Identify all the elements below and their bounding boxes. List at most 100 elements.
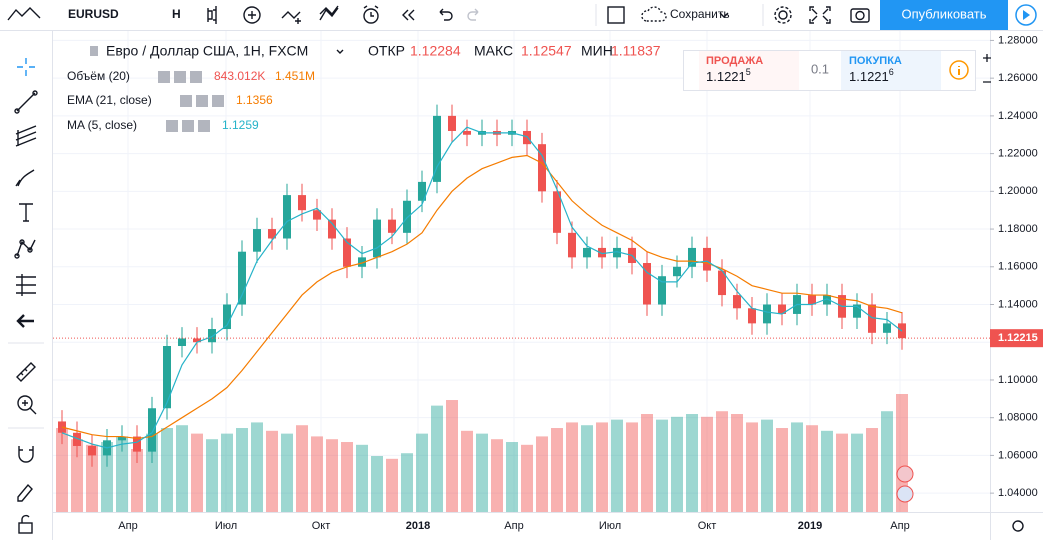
y-tick-label: 1.16000 bbox=[998, 261, 1038, 273]
volume-bar bbox=[761, 419, 773, 512]
flag-icon[interactable] bbox=[896, 485, 914, 503]
volume-bar bbox=[596, 422, 608, 512]
grid bbox=[53, 31, 990, 512]
x-tick-label: Апр bbox=[504, 520, 523, 532]
volume-bar bbox=[416, 433, 428, 512]
volume-bar bbox=[866, 428, 878, 512]
last-price-label: 1.12215 bbox=[998, 332, 1038, 344]
candle-body bbox=[778, 304, 786, 314]
volume-value: 843.012K bbox=[214, 69, 265, 83]
candle-body bbox=[268, 229, 276, 239]
open-value: 1.12284 bbox=[410, 43, 461, 59]
volume-bar bbox=[491, 439, 503, 512]
sell-box[interactable] bbox=[699, 51, 799, 90]
flag-icon[interactable] bbox=[896, 465, 914, 483]
dropdown[interactable] bbox=[336, 49, 344, 54]
candle-body bbox=[88, 445, 96, 456]
volume-bar bbox=[716, 411, 728, 512]
candle-body bbox=[133, 436, 141, 452]
candle-body bbox=[208, 329, 216, 343]
trade-widget: ПРОДАЖА 1.12215 0.1 ПОКУПКА 1.12216 bbox=[683, 50, 991, 91]
buy-sup: 6 bbox=[889, 67, 894, 77]
candle-body bbox=[658, 276, 666, 305]
volume-bar bbox=[566, 422, 578, 512]
low-value: 1.11837 bbox=[611, 43, 661, 59]
candle-body bbox=[598, 247, 606, 258]
volume-bar bbox=[701, 416, 713, 512]
open-label: ОТКР bbox=[368, 43, 405, 59]
publish-label[interactable]: Опубликовать bbox=[901, 6, 986, 21]
candle-body bbox=[853, 304, 861, 318]
volume-bar bbox=[551, 428, 563, 512]
candle-body bbox=[463, 130, 471, 135]
candle-body bbox=[373, 219, 381, 258]
candle-body bbox=[538, 144, 546, 192]
ma-line bbox=[61, 126, 903, 449]
indicator-buttons[interactable] bbox=[158, 71, 224, 132]
symbol[interactable]: EURUSD bbox=[68, 7, 119, 21]
volume-bar bbox=[101, 442, 113, 512]
candle-body bbox=[283, 195, 291, 239]
ema-line bbox=[61, 154, 903, 440]
volume-ma-value: 1.451M bbox=[275, 69, 315, 83]
high-value: 1.12547 bbox=[521, 43, 572, 59]
candle-body bbox=[553, 191, 561, 233]
volume-bar bbox=[581, 425, 593, 512]
ema-indicator[interactable]: EMA (21, close) bbox=[67, 93, 152, 107]
volume-bar bbox=[536, 436, 548, 512]
candle-body bbox=[823, 295, 831, 305]
toolbar-icons[interactable] bbox=[207, 5, 870, 24]
volume-bar bbox=[686, 414, 698, 512]
sell-value: 1.1221 bbox=[706, 69, 746, 84]
sell-sup: 5 bbox=[746, 67, 751, 77]
sell-price[interactable]: 1.12215 bbox=[706, 67, 751, 84]
info-button[interactable] bbox=[949, 60, 969, 80]
volume-bar bbox=[221, 433, 233, 512]
save-button[interactable]: Сохранить bbox=[670, 7, 730, 21]
y-tick-label: 1.08000 bbox=[998, 412, 1038, 424]
ma-value: 1.1259 bbox=[222, 118, 259, 132]
settings-icon[interactable] bbox=[1012, 520, 1024, 532]
zoom-buttons[interactable] bbox=[983, 54, 991, 83]
candle-body bbox=[343, 238, 351, 267]
drawing-tools[interactable] bbox=[14, 58, 38, 534]
volume-bar bbox=[656, 419, 668, 512]
volume-bar bbox=[311, 436, 323, 512]
volume-bar bbox=[626, 422, 638, 512]
buy-box[interactable] bbox=[841, 51, 941, 90]
symbol-icon bbox=[90, 46, 98, 56]
candle-body bbox=[718, 270, 726, 296]
candle-body bbox=[703, 247, 711, 271]
candle-body bbox=[583, 247, 591, 258]
interval[interactable]: H bbox=[172, 7, 181, 21]
volume-bar bbox=[236, 428, 248, 512]
candle-body bbox=[223, 304, 231, 330]
volume-bar bbox=[881, 411, 893, 512]
volume-bar bbox=[206, 439, 218, 512]
publish-button[interactable] bbox=[880, 0, 1008, 30]
buy-price[interactable]: 1.12216 bbox=[849, 67, 894, 84]
ma-indicator[interactable]: MA (5, close) bbox=[67, 118, 137, 132]
volume-bar bbox=[116, 436, 128, 512]
left-toolbar bbox=[8, 31, 53, 540]
volume-indicator[interactable]: Объём (20) bbox=[67, 69, 130, 83]
sell-label[interactable]: ПРОДАЖА bbox=[706, 55, 763, 67]
y-tick-label: 1.10000 bbox=[998, 374, 1038, 386]
y-tick-label: 1.14000 bbox=[998, 298, 1038, 310]
candle-body bbox=[448, 115, 456, 131]
volume-bar bbox=[341, 442, 353, 512]
y-tick-label: 1.20000 bbox=[998, 185, 1038, 197]
volume-bar bbox=[731, 414, 743, 512]
low-label: МИН bbox=[581, 43, 613, 59]
candle-body bbox=[688, 247, 696, 267]
volume-bar bbox=[791, 422, 803, 512]
volume-bar bbox=[356, 444, 368, 512]
volume-bar bbox=[71, 439, 83, 512]
volume-bar bbox=[296, 425, 308, 512]
volume-bar bbox=[161, 428, 173, 512]
volume-bar bbox=[611, 419, 623, 512]
buy-label[interactable]: ПОКУПКА bbox=[849, 55, 902, 67]
y-tick-label: 1.22000 bbox=[998, 148, 1038, 160]
candle-body bbox=[733, 295, 741, 309]
play-button[interactable] bbox=[1015, 4, 1037, 26]
